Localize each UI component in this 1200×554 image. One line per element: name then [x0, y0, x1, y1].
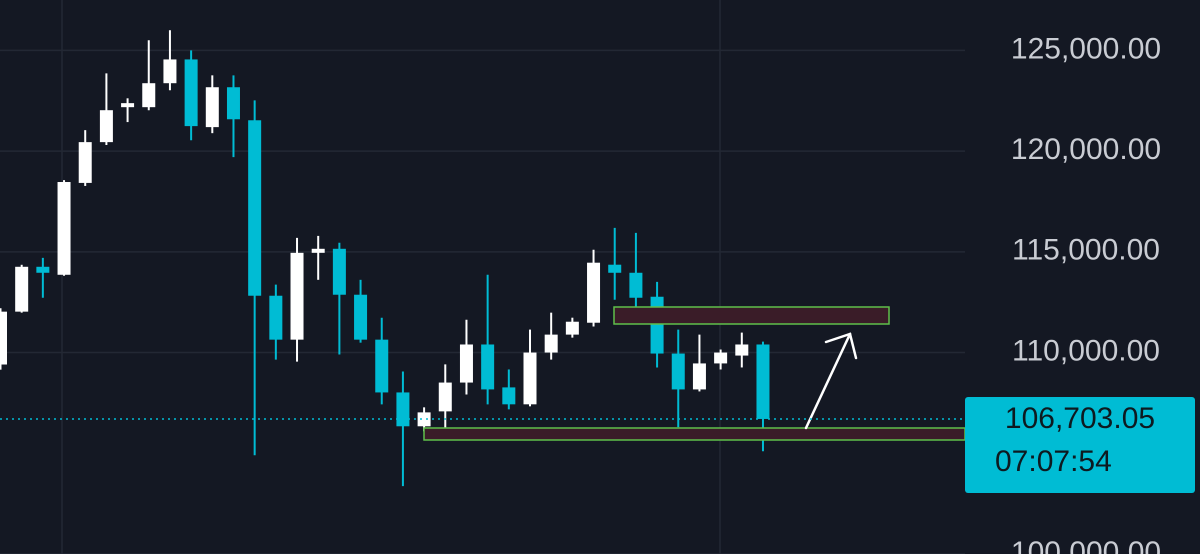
candle-body: [226, 87, 240, 120]
axis-labels: 100,000.00 110,000.00 115,000.00 120,000.00…: [1011, 32, 1161, 554]
candle-body: [650, 296, 664, 354]
candle-body: [502, 387, 516, 405]
candle-body: [608, 264, 622, 273]
candle-body: [142, 83, 156, 108]
candle-body: [714, 352, 728, 364]
candle-body: [375, 339, 389, 393]
last-price-label: 106,703.05: [1005, 402, 1155, 435]
candle-body: [15, 266, 29, 312]
resistance-zone: [613, 306, 890, 325]
candle-body: [269, 295, 283, 340]
candle-body: [544, 334, 558, 353]
candles: [0, 30, 770, 487]
candle-body: [587, 262, 601, 323]
candle-body: [205, 87, 219, 128]
y-tick-label: 110,000.00: [1012, 334, 1160, 367]
candle-body: [459, 344, 473, 383]
candle-body: [438, 382, 452, 412]
candle-body: [248, 120, 262, 296]
y-tick-label: 120,000.00: [1011, 133, 1161, 166]
candle-body: [354, 294, 368, 340]
candle-body: [36, 266, 50, 273]
support-zone: [423, 427, 966, 441]
y-tick-label: 115,000.00: [1012, 234, 1160, 267]
candle-body: [184, 59, 198, 127]
candle-body: [735, 344, 749, 356]
candle-body: [121, 103, 135, 108]
candle-body: [396, 392, 410, 427]
candle-body: [417, 412, 431, 427]
candle-body: [481, 344, 495, 390]
last-price-box: 106,703.05 07:07:54: [0, 397, 1195, 493]
candle-body: [756, 344, 770, 419]
grid: [0, 49, 965, 554]
candle-body: [57, 182, 71, 275]
price-box-bg: [965, 397, 1195, 493]
candle-body: [692, 363, 706, 390]
candle-body: [629, 272, 643, 298]
y-tick-label: 100,000.00: [1011, 536, 1161, 554]
candle-body: [565, 321, 579, 335]
candle-body: [0, 311, 7, 365]
candle-body: [311, 248, 325, 253]
candle-body: [78, 142, 92, 183]
candle-body: [99, 110, 113, 143]
candle-body: [290, 252, 304, 340]
candle-body: [523, 352, 537, 405]
candle-body: [332, 248, 346, 295]
y-tick-label: 125,000.00: [1011, 32, 1161, 65]
countdown: 07:07:54: [995, 445, 1112, 478]
candle-body: [671, 353, 685, 390]
arrow: [804, 332, 858, 430]
candle-body: [163, 59, 177, 84]
